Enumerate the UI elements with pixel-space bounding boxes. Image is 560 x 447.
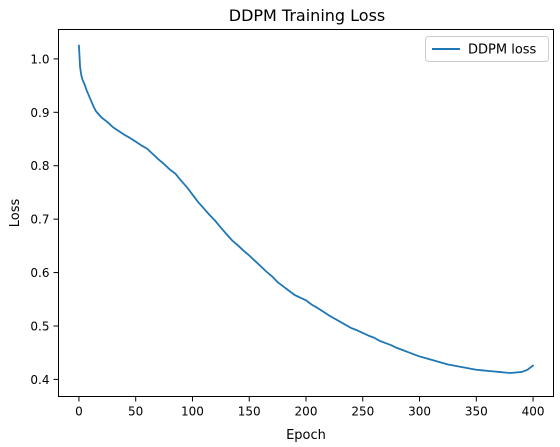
- x-tick-label: 350: [465, 405, 488, 419]
- x-tick-label: 300: [408, 405, 431, 419]
- y-tick-label: 0.4: [30, 373, 49, 387]
- y-tick-label: 0.5: [30, 319, 49, 333]
- x-tick-label: 400: [522, 405, 545, 419]
- x-tick-label: 250: [351, 405, 374, 419]
- x-tick-label: 100: [181, 405, 204, 419]
- y-tick-label: 1.0: [30, 52, 49, 66]
- x-tick-label: 0: [75, 405, 83, 419]
- y-axis-label: Loss: [8, 199, 23, 228]
- legend-box: [425, 36, 549, 62]
- axes-frame: [58, 29, 554, 397]
- y-axis-ticks: 0.4 0.5 0.6 0.7 0.8 0.9 1.0: [30, 52, 59, 387]
- y-tick-label: 0.8: [30, 159, 49, 173]
- x-axis-ticks: 0 50 100 150 200 250 300 350 400: [75, 396, 545, 419]
- series-line-ddpm-loss: [78, 44, 534, 374]
- plot-area: [78, 44, 534, 374]
- x-tick-label: 200: [295, 405, 318, 419]
- y-tick-label: 0.6: [30, 266, 49, 280]
- legend: DDPM loss: [425, 36, 549, 62]
- y-tick-label: 0.7: [30, 213, 49, 227]
- y-tick-label: 0.9: [30, 106, 49, 120]
- legend-label: DDPM loss: [468, 43, 537, 58]
- x-tick-label: 150: [238, 405, 261, 419]
- x-tick-label: 50: [128, 405, 143, 419]
- chart-title: DDPM Training Loss: [229, 6, 386, 25]
- x-axis-label: Epoch: [286, 428, 326, 443]
